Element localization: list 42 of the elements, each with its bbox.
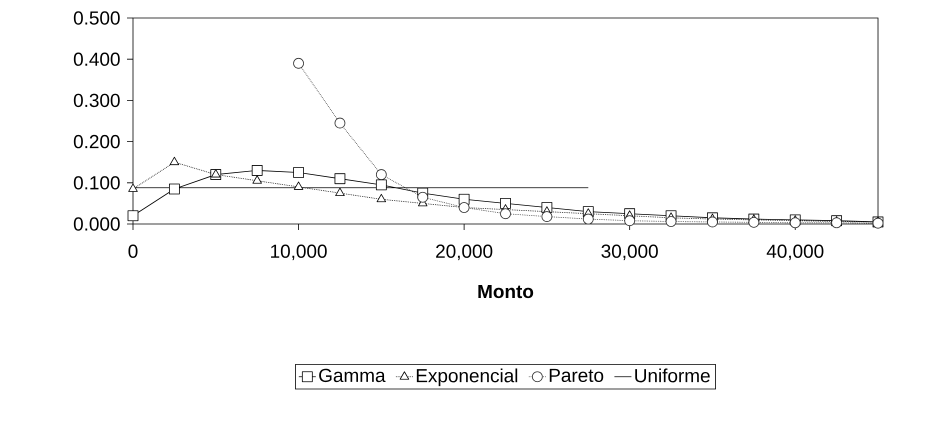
point bbox=[252, 175, 262, 184]
y-tick-label: 0.300 bbox=[74, 94, 120, 108]
point bbox=[334, 118, 346, 128]
point bbox=[128, 184, 138, 192]
point bbox=[334, 173, 346, 184]
point bbox=[294, 182, 304, 190]
point bbox=[211, 169, 221, 178]
legend-label: Pareto bbox=[550, 368, 604, 382]
x-tick-label: 20,000 bbox=[436, 244, 492, 260]
x-tick-label: 40,000 bbox=[766, 244, 824, 260]
x-tick-label: 0 bbox=[128, 244, 138, 258]
point bbox=[500, 208, 511, 220]
point bbox=[293, 58, 304, 69]
legend-label: Exponencial bbox=[416, 368, 518, 386]
x-axis-title: Monto bbox=[478, 284, 534, 298]
x-tick-label: 30,000 bbox=[601, 244, 658, 260]
legend-label: Uniforme bbox=[635, 368, 710, 382]
point bbox=[170, 156, 180, 166]
point bbox=[376, 194, 386, 202]
point bbox=[376, 179, 387, 190]
point bbox=[666, 216, 676, 227]
y-tick-label: 0.000 bbox=[74, 217, 120, 231]
y-tick-label: 0.100 bbox=[74, 176, 120, 190]
point bbox=[790, 217, 801, 228]
point bbox=[417, 192, 428, 203]
point bbox=[293, 167, 304, 178]
point bbox=[335, 188, 345, 196]
point bbox=[128, 210, 138, 222]
y-tick-label: 0.400 bbox=[74, 52, 120, 66]
point bbox=[252, 165, 263, 176]
x-tick-label: 10,000 bbox=[271, 244, 327, 260]
point bbox=[582, 214, 594, 224]
point bbox=[376, 169, 387, 180]
point bbox=[541, 211, 552, 222]
y-tick-label: 0.500 bbox=[74, 11, 120, 25]
y-tick-label: 0.200 bbox=[74, 134, 120, 148]
point bbox=[748, 216, 760, 228]
point bbox=[707, 216, 718, 228]
legend-label: Gamma bbox=[319, 368, 386, 382]
point bbox=[624, 215, 636, 226]
point bbox=[458, 202, 470, 213]
point bbox=[168, 184, 180, 194]
